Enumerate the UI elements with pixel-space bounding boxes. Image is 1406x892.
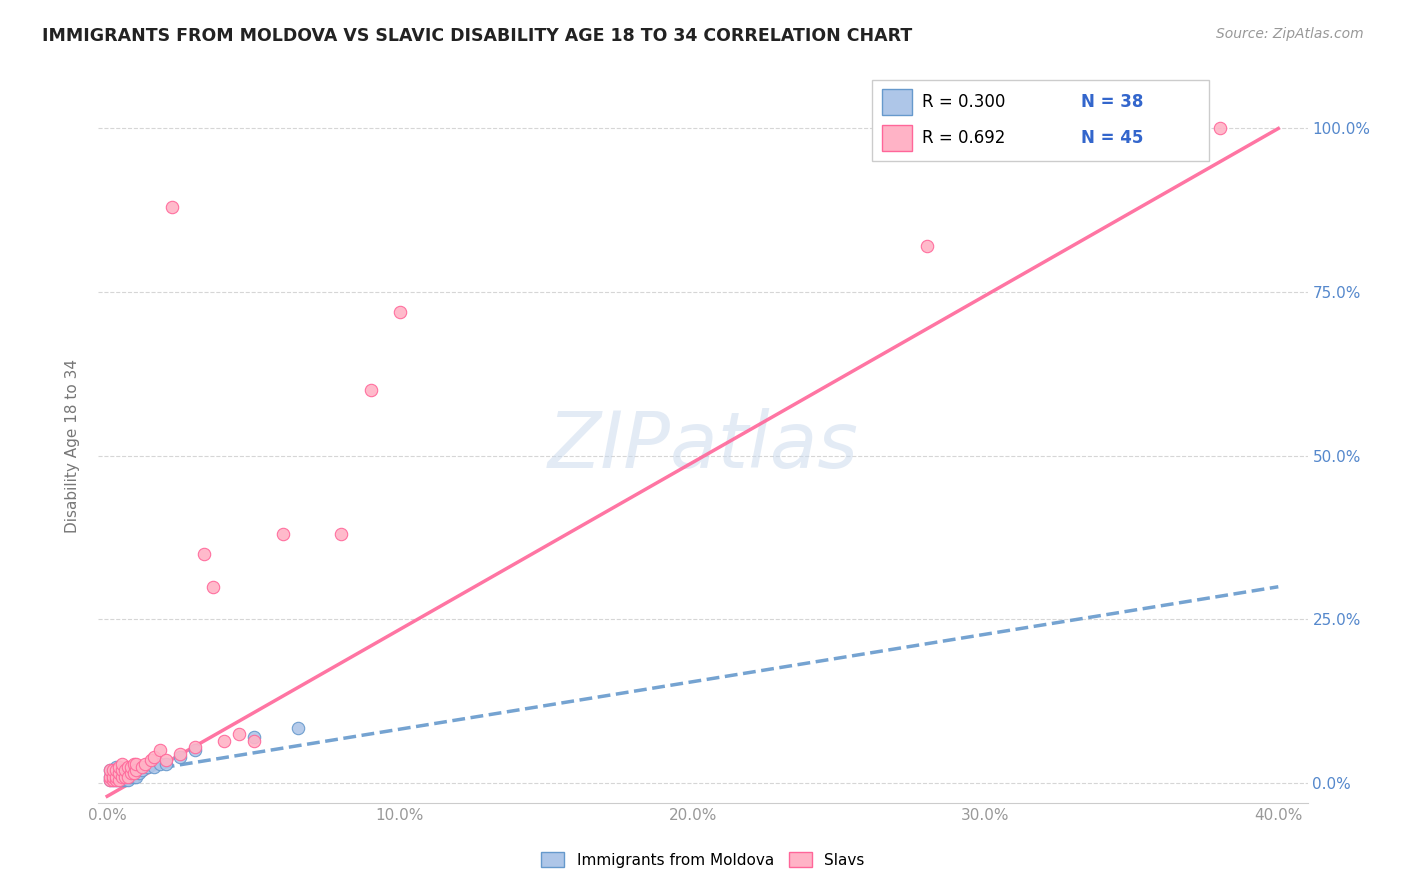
Point [98, 772, 121, 787]
Point [114, 770, 136, 784]
Point [98, 770, 121, 784]
Point [101, 770, 124, 784]
Point [108, 763, 131, 777]
Point [114, 763, 136, 777]
Point [101, 763, 124, 777]
Point [101, 766, 124, 780]
Point [271, 527, 294, 541]
Point [128, 766, 150, 780]
Point [120, 766, 142, 780]
Point [125, 763, 148, 777]
Text: Source: ZipAtlas.com: Source: ZipAtlas.com [1216, 27, 1364, 41]
Point [101, 772, 124, 787]
Point [108, 772, 131, 787]
Point [98, 770, 121, 784]
Text: N = 38: N = 38 [1081, 93, 1143, 111]
Point [114, 766, 136, 780]
Y-axis label: Disability Age 18 to 34: Disability Age 18 to 34 [65, 359, 80, 533]
Point [120, 763, 142, 777]
Point [125, 763, 148, 777]
Point [149, 756, 172, 771]
Text: IMMIGRANTS FROM MOLDOVA VS SLAVIC DISABILITY AGE 18 TO 34 CORRELATION CHART: IMMIGRANTS FROM MOLDOVA VS SLAVIC DISABI… [42, 27, 912, 45]
Point [330, 527, 353, 541]
Point [98, 763, 121, 777]
Point [139, 753, 162, 767]
Point [117, 770, 139, 784]
Point [915, 239, 938, 253]
Point [111, 763, 134, 777]
Point [111, 763, 134, 777]
Text: ZIPatlas: ZIPatlas [547, 408, 859, 484]
Point [184, 743, 207, 757]
Point [117, 760, 139, 774]
Point [101, 770, 124, 784]
Point [143, 750, 166, 764]
Point [98, 772, 121, 787]
Point [136, 760, 159, 774]
Point [131, 760, 153, 774]
Point [122, 766, 145, 780]
Point [101, 772, 124, 787]
Point [114, 772, 136, 787]
Point [108, 760, 131, 774]
Point [134, 756, 156, 771]
Point [193, 547, 215, 561]
Point [117, 772, 139, 787]
Point [104, 766, 127, 780]
Point [169, 747, 191, 761]
Text: N = 45: N = 45 [1081, 129, 1143, 147]
Point [143, 760, 166, 774]
Point [201, 580, 224, 594]
Point [111, 756, 134, 771]
Point [122, 770, 145, 784]
FancyBboxPatch shape [882, 89, 912, 115]
Point [125, 770, 148, 784]
Point [169, 750, 191, 764]
Point [117, 766, 139, 780]
Point [125, 756, 148, 771]
Point [184, 740, 207, 755]
Point [388, 305, 411, 319]
Point [122, 756, 145, 771]
Point [104, 763, 127, 777]
Point [108, 772, 131, 787]
Point [98, 763, 121, 777]
Point [122, 763, 145, 777]
Point [104, 770, 127, 784]
Point [111, 772, 134, 787]
Point [111, 770, 134, 784]
FancyBboxPatch shape [882, 125, 912, 151]
Point [104, 770, 127, 784]
Point [155, 753, 177, 767]
Point [108, 766, 131, 780]
Point [149, 743, 172, 757]
Point [108, 770, 131, 784]
Point [104, 772, 127, 787]
Point [120, 770, 142, 784]
Point [155, 756, 177, 771]
Point [131, 763, 153, 777]
Point [242, 733, 264, 747]
Point [242, 731, 264, 745]
Point [360, 384, 382, 398]
Point [160, 200, 183, 214]
Point [287, 721, 309, 735]
Point [101, 763, 124, 777]
Point [104, 760, 127, 774]
Point [1209, 121, 1232, 136]
Legend: Immigrants from Moldova, Slavs: Immigrants from Moldova, Slavs [536, 846, 870, 873]
Point [111, 770, 134, 784]
Point [120, 760, 142, 774]
Point [228, 727, 250, 741]
Point [214, 733, 236, 747]
Text: R = 0.300: R = 0.300 [922, 93, 1005, 111]
Point [104, 763, 127, 777]
FancyBboxPatch shape [872, 80, 1209, 161]
Point [104, 772, 127, 787]
Text: R = 0.692: R = 0.692 [922, 129, 1005, 147]
